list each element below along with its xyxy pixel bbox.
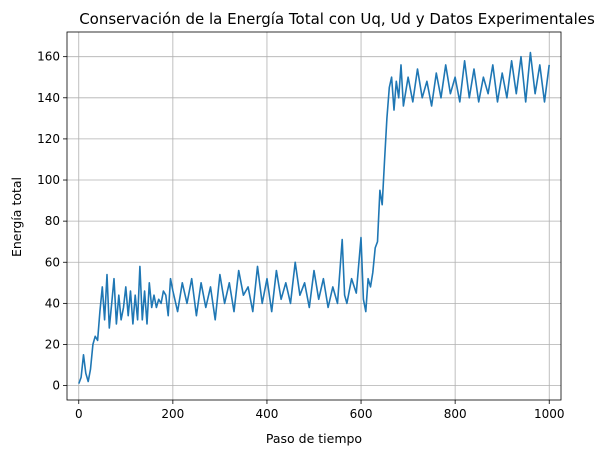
x-tick-label: 0 <box>75 407 83 421</box>
plot-frame <box>66 31 562 401</box>
y-axis-label: Energía total <box>9 177 24 257</box>
energy-series-line <box>78 51 550 384</box>
y-tick-label: 0 <box>52 379 60 393</box>
chart-title: Conservación de la Energía Total con Uq,… <box>79 10 595 28</box>
y-tick-label: 80 <box>45 214 60 228</box>
x-tick-label: 200 <box>161 407 184 421</box>
x-axis: 0 200 400 600 800 1000 <box>75 400 565 421</box>
y-tick-label: 60 <box>45 255 60 269</box>
x-tick-label: 1000 <box>534 407 565 421</box>
y-tick-label: 40 <box>45 296 60 310</box>
y-axis: 0 20 40 60 80 100 120 140 160 <box>37 50 67 393</box>
y-tick-label: 140 <box>37 91 60 105</box>
y-tick-label: 20 <box>45 337 60 351</box>
x-axis-label: Paso de tiempo <box>266 431 362 446</box>
series-group <box>78 51 550 384</box>
x-tick-label: 600 <box>350 407 373 421</box>
y-tick-label: 100 <box>37 173 60 187</box>
x-tick-label: 800 <box>444 407 467 421</box>
y-tick-label: 160 <box>37 50 60 64</box>
x-tick-label: 400 <box>255 407 278 421</box>
y-tick-label: 120 <box>37 132 60 146</box>
